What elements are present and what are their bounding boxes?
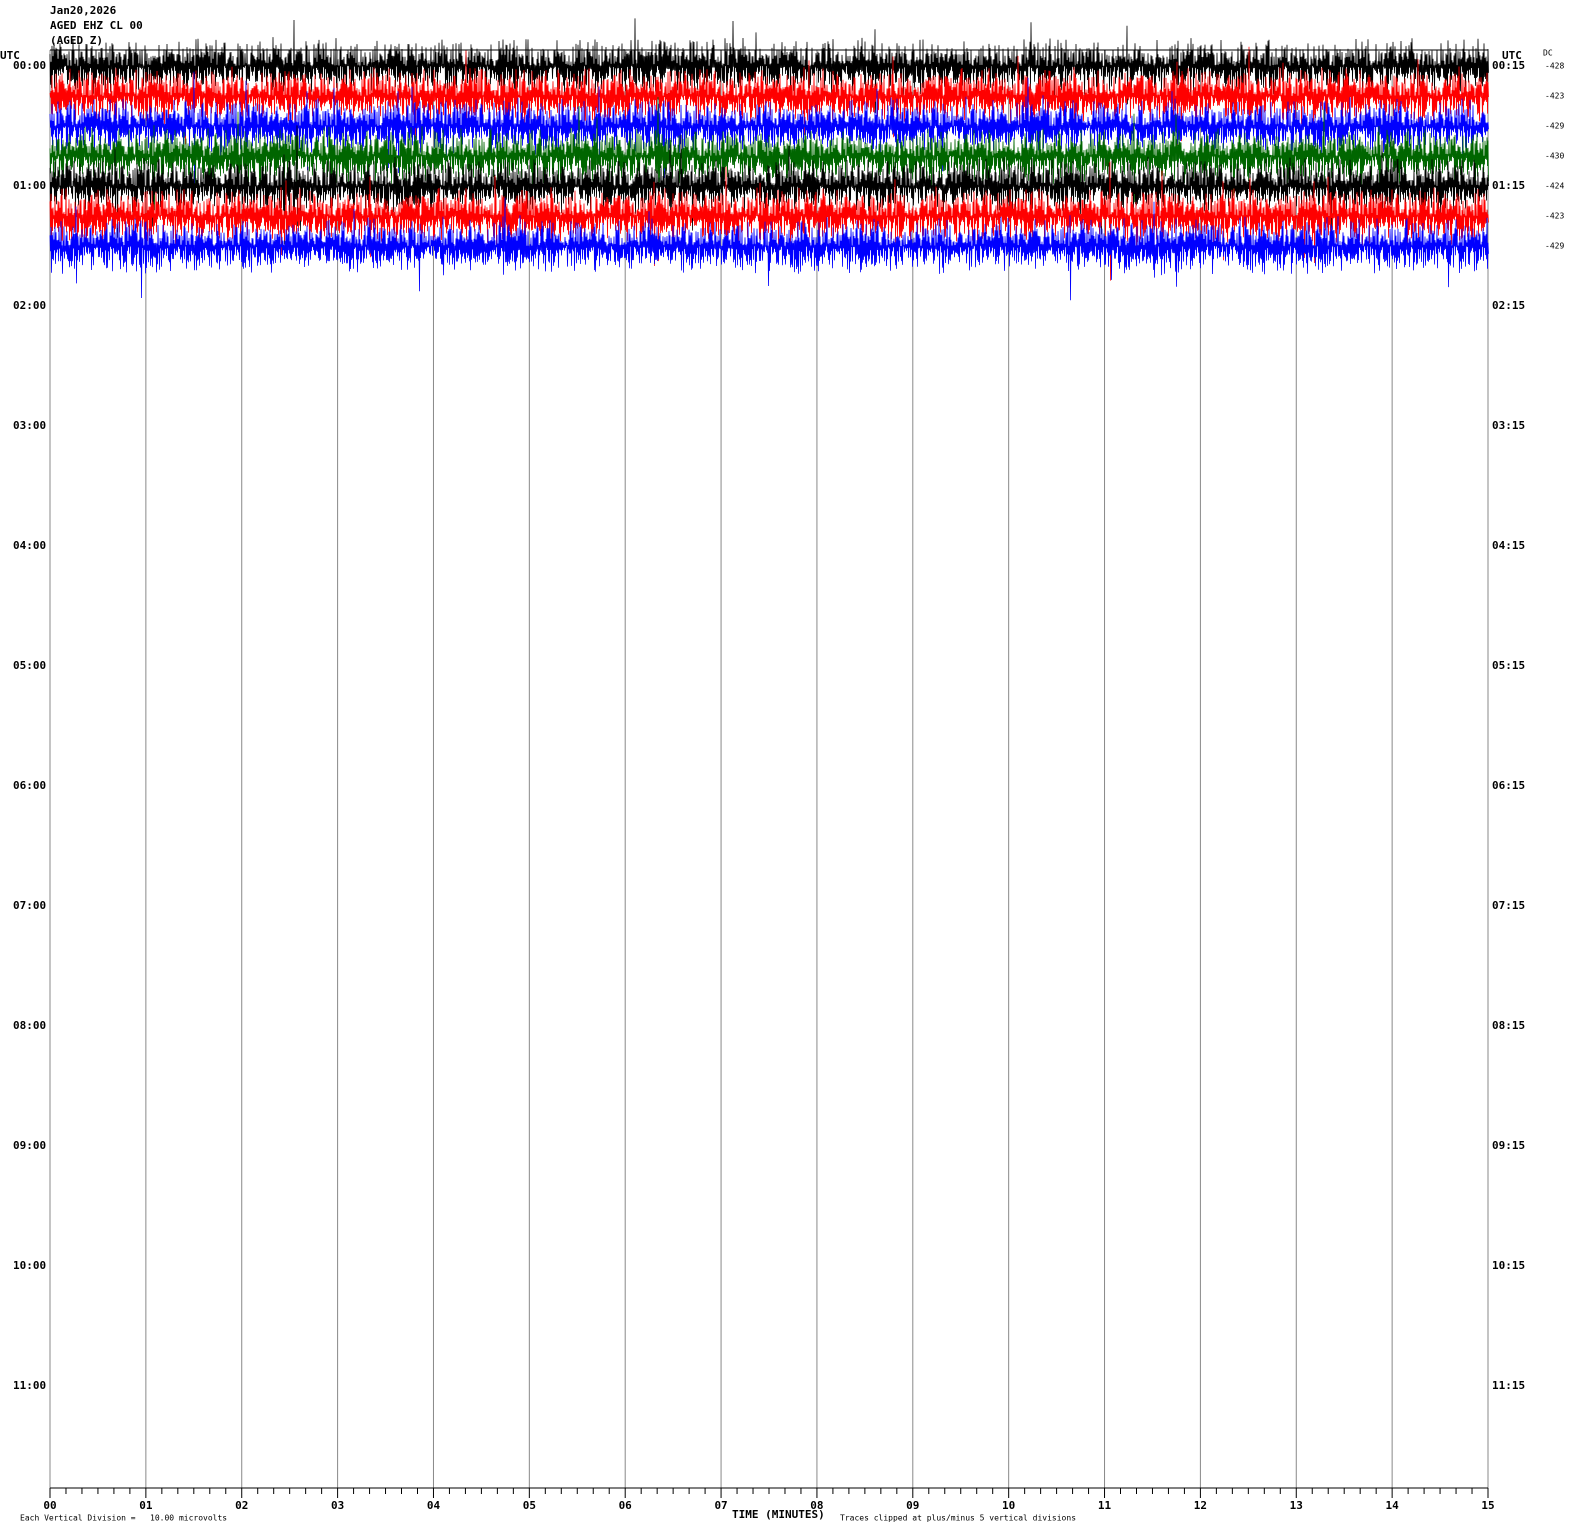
x-tick-label: 02	[235, 1499, 248, 1512]
trace	[49, 197, 1489, 301]
x-tick-label: 07	[714, 1499, 727, 1512]
x-tick-label: 13	[1290, 1499, 1303, 1512]
dc-value: -430	[1545, 152, 1564, 161]
x-tick-label: 15	[1481, 1499, 1494, 1512]
trace	[49, 96, 1489, 211]
x-tick-label: 09	[906, 1499, 919, 1512]
x-tick-label: 04	[427, 1499, 441, 1512]
row-label-left: 08:00	[13, 1019, 46, 1032]
row-label-left: 00:00	[13, 59, 46, 72]
x-tick-label: 12	[1194, 1499, 1207, 1512]
row-label-right: 02:15	[1492, 299, 1525, 312]
x-axis-title: TIME (MINUTES)	[732, 1508, 825, 1521]
dc-value: -423	[1545, 92, 1564, 101]
x-tick-label: 03	[331, 1499, 344, 1512]
row-label-right: 08:15	[1492, 1019, 1525, 1032]
grid	[49, 50, 1489, 1488]
dc-value: -429	[1545, 122, 1564, 131]
dc-value: -424	[1545, 182, 1564, 191]
station-label: (AGED Z)	[50, 34, 103, 47]
x-tick-label: 11	[1098, 1499, 1112, 1512]
trace	[49, 71, 1489, 191]
traces	[49, 18, 1489, 301]
row-label-left: 10:00	[13, 1259, 46, 1272]
row-label-right: 11:15	[1492, 1379, 1525, 1392]
row-label-left: 09:00	[13, 1139, 46, 1152]
x-tick-label: 10	[1002, 1499, 1015, 1512]
row-label-right: 01:15	[1492, 179, 1525, 192]
x-tick-label: 01	[139, 1499, 153, 1512]
row-label-left: 01:00	[13, 179, 46, 192]
dc-value: -428	[1545, 62, 1564, 71]
utc-right: UTC	[1502, 49, 1522, 62]
x-tick-label: 06	[619, 1499, 633, 1512]
row-label-left: 04:00	[13, 539, 46, 552]
row-label-right: 09:15	[1492, 1139, 1525, 1152]
date: Jan20,2026	[50, 4, 117, 17]
row-label-left: 03:00	[13, 419, 46, 432]
row-label-right: 00:15	[1492, 59, 1525, 72]
row-label-left: 02:00	[13, 299, 46, 312]
utc-left: UTC	[0, 49, 20, 62]
x-tick-label: 00	[43, 1499, 56, 1512]
row-label-left: 06:00	[13, 779, 46, 792]
footer-clip: Traces clipped at plus/minus 5 vertical …	[840, 1514, 1076, 1523]
x-tick-label: 08	[810, 1499, 823, 1512]
dc-value: -429	[1545, 242, 1564, 251]
row-label-right: 05:15	[1492, 659, 1525, 672]
row-label-right: 07:15	[1492, 899, 1525, 912]
station: AGED EHZ CL 00	[50, 19, 143, 32]
row-label-right: 04:15	[1492, 539, 1525, 552]
row-label-left: 07:00	[13, 899, 46, 912]
row-label-left: 05:00	[13, 659, 46, 672]
row-label-right: 06:15	[1492, 779, 1525, 792]
dc-value: -423	[1545, 212, 1564, 221]
trace	[49, 161, 1489, 281]
row-label-right: 03:15	[1492, 419, 1525, 432]
row-label-left: 11:00	[13, 1379, 46, 1392]
trace	[49, 125, 1489, 245]
x-tick-label: 14	[1386, 1499, 1400, 1512]
x-tick-label: 05	[523, 1499, 536, 1512]
row-label-right: 10:15	[1492, 1259, 1525, 1272]
footer-division: Each Vertical Division = 10.00 microvolt…	[20, 1514, 227, 1523]
dc-label: DC	[1543, 49, 1553, 58]
